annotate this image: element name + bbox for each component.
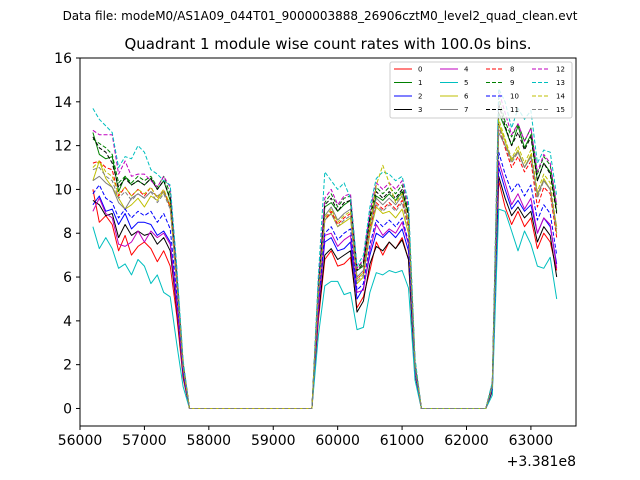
- x-tick-label: 63000: [509, 433, 554, 449]
- x-tick-label: 62000: [444, 433, 489, 449]
- y-tick-label: 4: [63, 314, 72, 330]
- legend-label-2: 2: [418, 93, 422, 101]
- x-offset-label: +3.381e8: [507, 454, 576, 470]
- y-tick-label: 14: [54, 95, 72, 111]
- series-line-14: [92, 118, 558, 409]
- plot-frame: [79, 57, 577, 427]
- x-tick-label: 56000: [58, 433, 103, 449]
- y-tick-label: 16: [54, 51, 72, 67]
- legend-label-0: 0: [418, 66, 422, 74]
- y-tick-label: 2: [63, 358, 72, 374]
- legend-label-13: 13: [556, 79, 565, 87]
- x-tick-label: 58000: [187, 433, 232, 449]
- legend-label-6: 6: [464, 93, 469, 101]
- series-line-15: [92, 125, 558, 409]
- x-tick-label: 60000: [315, 433, 360, 449]
- legend-label-14: 14: [556, 93, 565, 101]
- legend-label-4: 4: [464, 66, 469, 74]
- suptitle: Data file: modeM0/AS1A09_044T01_90000038…: [63, 9, 578, 23]
- legend-label-9: 9: [510, 79, 514, 87]
- legend-label-8: 8: [510, 66, 514, 74]
- y-tick-label: 8: [63, 226, 72, 242]
- legend-frame: [389, 61, 573, 119]
- legend-label-10: 10: [510, 93, 519, 101]
- legend-label-7: 7: [464, 106, 468, 114]
- y-tick-label: 10: [54, 182, 72, 198]
- legend-label-11: 11: [510, 106, 519, 114]
- chart-title: Quadrant 1 module wise count rates with …: [124, 35, 531, 53]
- axes-ticks: 56000 57000 58000 59000 60000 61000 62000 63000…: [54, 51, 553, 449]
- legend-label-15: 15: [556, 106, 565, 114]
- x-tick-label: 57000: [122, 433, 167, 449]
- plot-lines: [92, 88, 558, 409]
- legend-label-12: 12: [556, 66, 565, 74]
- legend-label-1: 1: [418, 79, 422, 87]
- legend-label-3: 3: [418, 106, 422, 114]
- x-tick-label: 59000: [251, 433, 296, 449]
- legend-label-5: 5: [464, 79, 468, 87]
- x-tick-label: 61000: [380, 433, 425, 449]
- y-tick-label: 0: [63, 401, 72, 417]
- y-tick-label: 12: [54, 139, 72, 155]
- y-tick-label: 6: [63, 270, 72, 286]
